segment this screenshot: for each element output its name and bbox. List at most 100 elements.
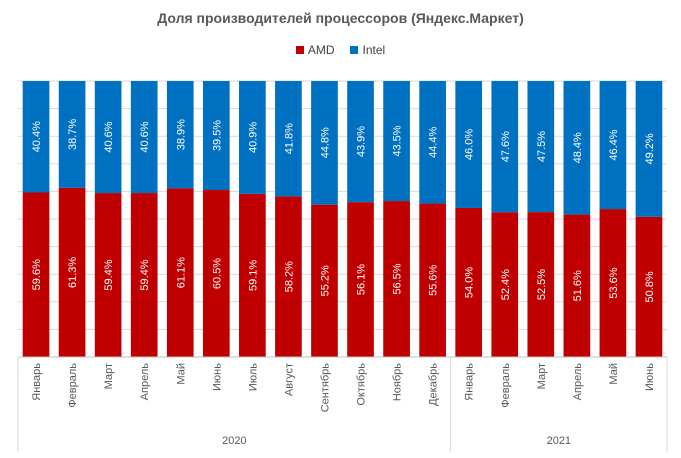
data-label-amd: 50.8%	[644, 271, 656, 302]
data-label-amd: 59.1%	[247, 260, 259, 291]
data-label-intel: 47.6%	[500, 131, 512, 162]
bar-amd	[599, 209, 627, 357]
data-label-intel: 48.4%	[572, 132, 584, 163]
bar-amd	[311, 204, 338, 357]
bar-intel	[239, 81, 266, 194]
bar-intel	[22, 81, 50, 193]
bar-amd	[563, 214, 591, 357]
x-tick-label: Апрель	[139, 363, 151, 401]
data-label-amd: 59.4%	[139, 259, 151, 290]
data-label-intel: 40.9%	[247, 122, 259, 153]
x-tick-label: Август	[283, 363, 295, 396]
bar-intel	[311, 81, 338, 205]
bar-intel	[383, 81, 410, 202]
data-label-intel: 39.5%	[211, 120, 223, 151]
data-label-intel: 49.2%	[644, 133, 656, 164]
bar-amd	[383, 201, 410, 357]
data-label-intel: 38.7%	[67, 119, 79, 150]
data-label-intel: 40.4%	[31, 121, 43, 152]
bar-amd	[455, 207, 483, 357]
data-label-intel: 46.4%	[608, 129, 620, 160]
data-label-amd: 61.1%	[175, 257, 187, 288]
data-label-amd: 55.2%	[319, 265, 331, 296]
chart-title: Доля производителей процессоров (Яндекс.…	[157, 10, 524, 26]
bar-intel	[527, 81, 555, 213]
legend-label-intel: Intel	[362, 43, 386, 57]
legend-swatch-intel	[350, 46, 359, 54]
data-label-amd: 52.5%	[536, 269, 548, 300]
bar-amd	[491, 212, 519, 357]
bar-intel	[599, 81, 627, 210]
x-tick-label: Май	[608, 363, 620, 385]
bar-intel	[202, 81, 230, 191]
group-label: 2021	[547, 435, 571, 447]
data-label-amd: 59.4%	[103, 259, 115, 290]
x-tick-label: Май	[175, 363, 187, 385]
x-tick-label: Март	[536, 363, 548, 389]
bar-amd	[275, 196, 302, 357]
x-tick-label: Февраль	[500, 363, 512, 408]
x-tick-label: Март	[103, 363, 115, 389]
bar-intel	[419, 81, 446, 204]
bar-intel	[455, 81, 483, 208]
bar-intel	[275, 81, 302, 197]
data-label-amd: 59.6%	[31, 259, 43, 290]
bar-intel	[347, 81, 374, 203]
data-label-intel: 40.6%	[139, 121, 151, 152]
bar-amd	[527, 212, 555, 357]
bar-amd	[635, 216, 663, 357]
x-tick-label: Июль	[247, 363, 259, 391]
data-label-intel: 43.9%	[356, 126, 368, 157]
x-tick-label: Январь	[31, 363, 43, 401]
bar-intel	[635, 81, 663, 217]
data-label-intel: 44.8%	[319, 127, 331, 158]
bar-intel	[166, 81, 194, 189]
bar-intel	[563, 81, 591, 215]
data-label-amd: 56.5%	[392, 263, 404, 294]
chart-legend: AMD Intel	[0, 43, 681, 57]
bar-amd	[22, 192, 50, 357]
data-label-amd: 61.3%	[67, 257, 79, 288]
bar-amd	[94, 193, 122, 357]
data-label-intel: 47.5%	[536, 131, 548, 162]
bar-intel	[58, 81, 86, 188]
bar-intel	[94, 81, 122, 194]
data-label-intel: 38.9%	[175, 119, 187, 150]
data-label-intel: 46.0%	[464, 129, 476, 160]
bar-amd	[166, 188, 194, 357]
x-tick-label: Октябрь	[356, 363, 368, 406]
x-tick-label: Декабрь	[428, 363, 440, 406]
data-label-amd: 56.1%	[356, 264, 368, 295]
data-label-amd: 55.6%	[428, 264, 440, 295]
data-label-intel: 43.5%	[392, 125, 404, 156]
data-label-amd: 51.6%	[572, 270, 584, 301]
group-label: 2020	[222, 435, 246, 447]
data-label-amd: 52.4%	[500, 269, 512, 300]
data-label-amd: 58.2%	[283, 261, 295, 292]
x-tick-label: Сентябрь	[319, 363, 331, 413]
data-label-amd: 53.6%	[608, 267, 620, 298]
bar-amd	[58, 187, 86, 357]
legend-swatch-amd	[295, 46, 304, 54]
legend-item-amd: AMD	[295, 43, 335, 57]
bar-amd	[239, 193, 266, 357]
bar-amd	[202, 190, 230, 357]
bar-amd	[347, 202, 374, 357]
data-label-intel: 44.4%	[428, 126, 440, 157]
x-tick-label: Февраль	[67, 363, 79, 408]
x-tick-label: Ноябрь	[392, 363, 404, 401]
data-label-intel: 40.6%	[103, 121, 115, 152]
legend-item-intel: Intel	[350, 43, 385, 57]
bar-amd	[130, 193, 158, 357]
x-tick-label: Июнь	[644, 363, 656, 391]
bar-intel	[491, 81, 519, 213]
data-label-amd: 54.0%	[464, 267, 476, 298]
x-tick-label: Июнь	[211, 363, 223, 391]
data-label-intel: 41.8%	[283, 123, 295, 154]
x-tick-label: Апрель	[572, 363, 584, 401]
x-tick-label: Январь	[464, 363, 476, 401]
legend-label-amd: AMD	[307, 43, 335, 57]
bar-intel	[130, 81, 158, 194]
data-label-amd: 60.5%	[211, 258, 223, 289]
